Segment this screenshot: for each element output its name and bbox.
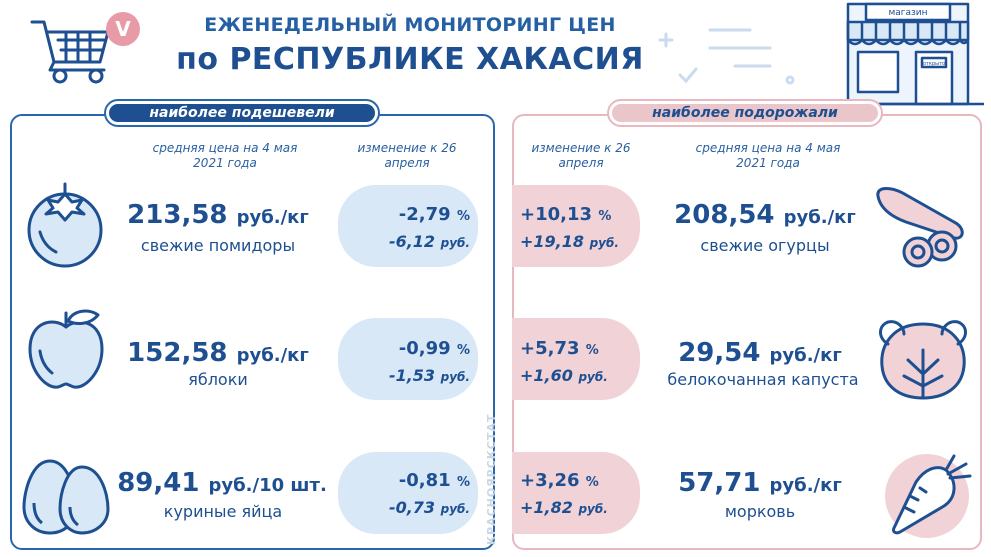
logo-badge: V [106,12,140,46]
eggs-change-abs: -0,73 руб. [340,498,470,517]
carrot-change-abs: +1,82 руб. [520,498,635,517]
cucumber-pct-unit: % [598,209,612,224]
tomato-pct-value: -2,79 [398,204,451,225]
shop-door-sign-text: открыто [923,61,945,67]
apple-abs-unit: руб. [440,370,470,384]
tomato-price: 213,58 руб./кг [118,200,318,230]
cabbage-change-blob [512,318,640,400]
cabbage-price-value: 29,54 [678,338,761,368]
cabbage-price-unit: руб./кг [769,345,842,366]
eggs-pct-value: -0,81 [398,470,451,491]
apple-change-blob [338,318,478,400]
tomato-change-pct: -2,79 % [340,204,470,225]
pricier-label: наиболее подорожали [612,104,878,122]
tomato-price-value: 213,58 [127,200,228,230]
eggs-price-unit: руб./10 шт. [208,475,327,496]
tomato-abs-unit: руб. [440,236,470,250]
eggs-abs-value: -0,73 [388,498,436,517]
carrot-name: морковь [724,502,796,521]
eggs-change-blob [338,452,478,534]
tomato-pct-unit: % [456,209,470,224]
cabbage-name: белокочанная капуста [667,370,859,389]
cabbage-change-pct: +5,73 % [520,338,635,359]
shop-sign-text: магазин [888,8,927,18]
apple-icon [28,309,104,389]
apple-change-pct: -0,99 % [340,338,470,359]
cabbage-abs-value: +1,60 [520,366,573,385]
cucumber-price-value: 208,54 [674,200,775,230]
tomato-change-abs: -6,12 руб. [340,232,470,251]
shop-icon: магазин открыто [842,2,984,106]
apple-change-abs: -1,53 руб. [340,366,470,385]
carrot-abs-unit: руб. [578,502,608,516]
page-title-line1: ЕЖЕНЕДЕЛЬНЫЙ МОНИТОРИНГ ЦЕН [204,14,616,36]
tomato-abs-value: -6,12 [388,232,436,251]
cabbage-abs-unit: руб. [578,370,608,384]
apple-name: яблоки [188,370,248,389]
eggs-icon [22,459,110,535]
carrot-price-unit: руб./кг [769,475,842,496]
tomato-change-blob [338,185,478,267]
eggs-pct-unit: % [456,475,470,490]
tomato-icon [27,182,103,268]
cucumber-abs-value: +19,18 [520,232,585,251]
cucumber-icon [876,187,964,268]
carrot-abs-value: +1,82 [520,498,573,517]
apple-abs-value: -1,53 [388,366,436,385]
cabbage-pct-value: +5,73 [520,338,580,359]
eggs-name: куриные яйца [163,502,283,521]
left-col-price-header: средняя цена на 4 мая 2021 года [152,141,298,170]
carrot-pct-unit: % [585,475,599,490]
carrot-icon [885,454,972,538]
eggs-abs-unit: руб. [440,502,470,516]
apple-price: 152,58 руб./кг [118,338,318,368]
apple-pct-value: -0,99 [398,338,451,359]
eggs-price-value: 89,41 [117,468,200,498]
cucumber-pct-value: +10,13 [520,204,593,225]
right-col-price-header: средняя цена на 4 мая 2021 года [695,141,841,170]
cucumber-price: 208,54 руб./кг [660,200,870,230]
right-col-change-header: изменение к 26 апреля [531,141,631,170]
tomato-price-unit: руб./кг [236,207,309,228]
cucumber-name: свежие огурцы [700,236,830,255]
page-title-line2: по РЕСПУБЛИКЕ ХАКАСИЯ [176,42,644,77]
decorative-doodles [658,28,795,85]
cucumber-change-blob [512,185,640,267]
cucumber-price-unit: руб./кг [783,207,856,228]
carrot-change-blob [512,452,640,534]
cabbage-change-abs: +1,60 руб. [520,366,635,385]
eggs-change-pct: -0,81 % [340,470,470,491]
cucumber-abs-unit: руб. [589,236,619,250]
cabbage-icon [879,320,967,400]
watermark: КРАСНОЯРСКСТАТ [483,395,503,545]
carrot-price: 57,71 руб./кг [660,468,860,498]
cabbage-pct-unit: % [585,343,599,358]
cucumber-change-pct: +10,13 % [520,204,635,225]
carrot-change-pct: +3,26 % [520,470,635,491]
cucumber-change-abs: +19,18 руб. [520,232,635,251]
cheaper-label: наиболее подешевели [109,104,375,122]
apple-price-value: 152,58 [127,338,228,368]
cabbage-price: 29,54 руб./кг [660,338,860,368]
apple-price-unit: руб./кг [236,345,309,366]
watermark-text: КРАСНОЯРСКСТАТ [485,413,498,545]
apple-pct-unit: % [456,343,470,358]
tomato-name: свежие помидоры [140,236,296,255]
cheaper-label-pill: наиболее подешевели [104,99,380,127]
pricier-label-pill: наиболее подорожали [607,99,883,127]
eggs-price: 89,41 руб./10 шт. [110,468,334,498]
carrot-pct-value: +3,26 [520,470,580,491]
shopping-cart-icon [30,20,110,84]
left-col-change-header: изменение к 26 апреля [357,141,457,170]
carrot-price-value: 57,71 [678,468,761,498]
